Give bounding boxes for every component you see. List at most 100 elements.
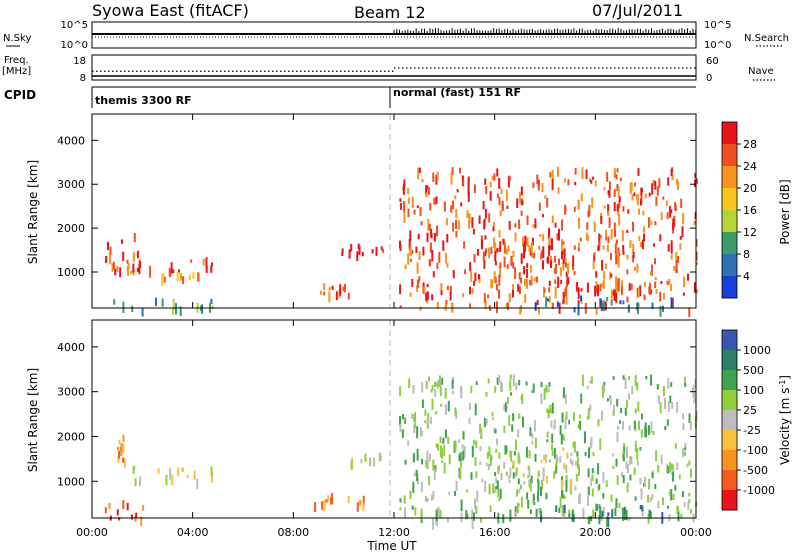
range-cell xyxy=(600,303,603,312)
range-cell xyxy=(496,480,499,489)
range-cell xyxy=(626,269,629,275)
range-cell xyxy=(328,291,331,303)
velocity-colorbar-title-sup: -1 xyxy=(778,380,787,388)
range-cell xyxy=(444,252,447,264)
range-cell xyxy=(104,507,107,514)
colorbar-tick-label: 28 xyxy=(743,138,757,151)
range-cell xyxy=(534,218,537,224)
range-cell xyxy=(483,293,486,303)
x-axis-label: Time UT xyxy=(366,539,417,553)
range-cell xyxy=(494,251,497,262)
range-cell xyxy=(211,262,213,267)
range-cell xyxy=(592,176,595,180)
range-cell xyxy=(586,385,589,390)
range-cell xyxy=(424,420,427,424)
range-cell xyxy=(627,209,630,214)
range-cell xyxy=(634,182,636,187)
range-cell xyxy=(454,491,456,496)
range-cell xyxy=(459,452,462,462)
range-cell xyxy=(622,300,625,305)
range-cell xyxy=(671,471,674,482)
range-cell xyxy=(694,173,697,178)
range-cell xyxy=(576,451,579,457)
range-cell xyxy=(587,210,590,218)
range-cell xyxy=(188,274,191,281)
range-cell xyxy=(670,382,673,387)
range-cell xyxy=(429,246,432,251)
range-cell xyxy=(512,374,515,387)
range-cell xyxy=(111,263,114,272)
range-cell xyxy=(693,282,696,293)
range-cell xyxy=(670,240,673,243)
range-cell xyxy=(683,502,686,508)
range-cell xyxy=(551,169,554,182)
range-cell xyxy=(524,294,527,303)
range-cell xyxy=(494,261,497,266)
range-cell xyxy=(622,454,625,462)
range-cell xyxy=(155,297,157,306)
range-cell xyxy=(482,201,485,210)
range-cell xyxy=(132,466,135,475)
range-cell xyxy=(123,457,126,468)
range-cell xyxy=(606,516,609,527)
range-cell xyxy=(682,413,685,420)
y-tick-label: 3000 xyxy=(57,178,85,191)
range-cell xyxy=(542,260,544,270)
range-cell xyxy=(555,456,558,467)
range-cell xyxy=(426,283,429,288)
range-cell xyxy=(639,505,642,510)
range-cell xyxy=(401,429,404,438)
range-cell xyxy=(670,209,673,214)
range-cell xyxy=(610,289,613,299)
range-cell xyxy=(650,374,653,386)
range-cell xyxy=(539,234,542,238)
range-cell xyxy=(509,467,512,478)
range-cell xyxy=(626,296,629,303)
range-cell xyxy=(512,415,515,422)
range-cell xyxy=(416,285,419,292)
range-cell xyxy=(607,204,610,214)
range-cell xyxy=(498,289,500,299)
freq-left-tick-bottom: 8 xyxy=(80,73,86,84)
range-cell xyxy=(520,496,523,508)
range-cell xyxy=(566,278,568,287)
range-cell xyxy=(471,517,474,530)
range-cell xyxy=(550,409,553,413)
range-cell xyxy=(616,203,619,212)
range-cell xyxy=(591,468,594,474)
x-tick-label: 04:00 xyxy=(177,526,209,539)
range-cell xyxy=(436,262,439,270)
range-cell xyxy=(516,489,518,497)
range-cell xyxy=(127,265,130,276)
range-cell xyxy=(617,288,620,292)
range-cell xyxy=(547,387,550,392)
range-cell xyxy=(503,404,506,411)
range-cell xyxy=(488,446,491,457)
range-cell xyxy=(667,466,670,474)
range-cell xyxy=(485,418,488,425)
range-cell xyxy=(523,266,526,274)
freq-label: Freq. xyxy=(4,55,29,66)
range-cell xyxy=(434,381,437,388)
range-cell xyxy=(510,450,513,462)
range-cell xyxy=(509,509,512,522)
range-cell xyxy=(636,302,639,310)
range-cell xyxy=(494,472,497,477)
range-cell xyxy=(613,189,616,197)
colorbar-tick-label: 20 xyxy=(743,182,757,195)
range-cell xyxy=(589,178,592,182)
range-cell xyxy=(645,376,648,380)
range-cell xyxy=(548,236,551,243)
range-cell xyxy=(607,236,610,244)
date-title: 07/Jul/2011 xyxy=(592,1,683,20)
range-cell xyxy=(535,276,538,283)
range-cell xyxy=(573,245,576,250)
range-cell xyxy=(498,452,501,459)
range-cell xyxy=(587,235,589,242)
colorbar-tick-label: -500 xyxy=(743,464,768,477)
range-cell xyxy=(598,233,601,246)
range-cell xyxy=(416,473,419,482)
range-cell xyxy=(534,302,537,311)
range-cell xyxy=(563,248,566,259)
range-cell xyxy=(688,413,691,423)
